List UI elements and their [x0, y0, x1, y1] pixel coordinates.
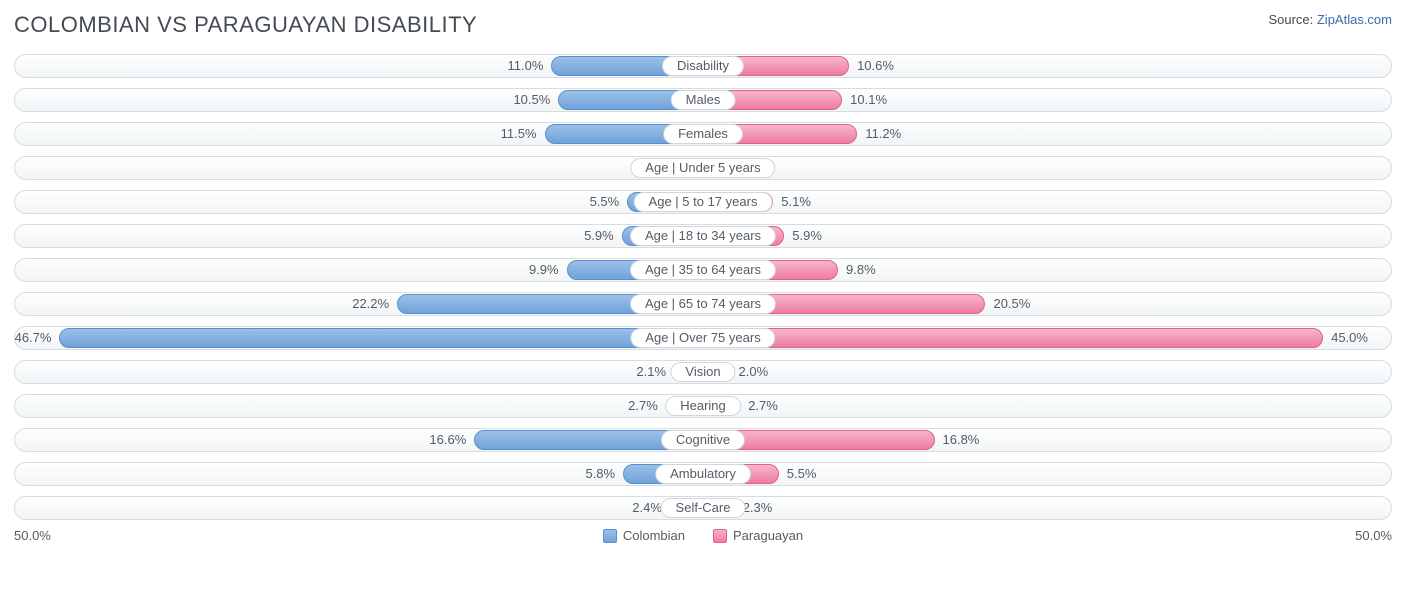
- value-left: 5.9%: [584, 222, 614, 250]
- category-label: Age | 5 to 17 years: [634, 192, 773, 212]
- legend-item-left: Colombian: [603, 528, 685, 543]
- chart-title: COLOMBIAN VS PARAGUAYAN DISABILITY: [14, 12, 477, 38]
- source-attribution: Source: ZipAtlas.com: [1268, 12, 1392, 27]
- value-right: 16.8%: [943, 426, 980, 454]
- axis-max-right: 50.0%: [1355, 528, 1392, 543]
- chart-row: 5.5% 5.1% Age | 5 to 17 years: [14, 188, 1392, 216]
- axis-max-left: 50.0%: [14, 528, 51, 543]
- category-label: Age | 35 to 64 years: [630, 260, 776, 280]
- category-label: Males: [671, 90, 736, 110]
- chart-row: 10.5% 10.1% Males: [14, 86, 1392, 114]
- category-label: Cognitive: [661, 430, 745, 450]
- value-right: 10.1%: [850, 86, 887, 114]
- diverging-bar-chart: 11.0% 10.6% Disability 10.5% 10.1% Males 11.5%…: [14, 52, 1392, 522]
- value-right: 9.8%: [846, 256, 876, 284]
- legend: Colombian Paraguayan: [51, 528, 1355, 543]
- legend-swatch-left: [603, 529, 617, 543]
- bar-left: [59, 328, 703, 348]
- chart-row: 11.0% 10.6% Disability: [14, 52, 1392, 80]
- value-right: 11.2%: [865, 120, 901, 148]
- value-right: 5.9%: [792, 222, 822, 250]
- value-left: 2.4%: [632, 494, 662, 522]
- source-link[interactable]: ZipAtlas.com: [1317, 12, 1392, 27]
- legend-label-left: Colombian: [623, 528, 685, 543]
- value-right: 2.3%: [743, 494, 773, 522]
- chart-row: 16.6% 16.8% Cognitive: [14, 426, 1392, 454]
- value-left: 11.5%: [501, 120, 537, 148]
- value-left: 5.5%: [590, 188, 620, 216]
- value-right: 20.5%: [993, 290, 1030, 318]
- value-right: 45.0%: [1331, 324, 1368, 352]
- value-left: 2.1%: [636, 358, 666, 386]
- category-label: Females: [663, 124, 743, 144]
- value-left: 10.5%: [513, 86, 550, 114]
- category-label: Age | 18 to 34 years: [630, 226, 776, 246]
- category-label: Disability: [662, 56, 744, 76]
- category-label: Age | Under 5 years: [630, 158, 775, 178]
- chart-row: 46.7% 45.0% Age | Over 75 years: [14, 324, 1392, 352]
- value-left: 11.0%: [508, 52, 544, 80]
- bar-right: [703, 328, 1323, 348]
- value-right: 2.7%: [748, 392, 778, 420]
- chart-row: 2.4% 2.3%Self-Care: [14, 494, 1392, 522]
- header: COLOMBIAN VS PARAGUAYAN DISABILITY Sourc…: [14, 12, 1392, 38]
- category-label: Vision: [670, 362, 735, 382]
- category-label: Age | 65 to 74 years: [630, 294, 776, 314]
- category-label: Self-Care: [661, 498, 746, 518]
- category-label: Age | Over 75 years: [630, 328, 775, 348]
- category-label: Hearing: [665, 396, 741, 416]
- source-prefix: Source:: [1268, 12, 1316, 27]
- category-label: Ambulatory: [655, 464, 751, 484]
- chart-container: COLOMBIAN VS PARAGUAYAN DISABILITY Sourc…: [0, 0, 1406, 553]
- chart-row: 2.1% 2.0%Vision: [14, 358, 1392, 386]
- chart-footer: 50.0% Colombian Paraguayan 50.0%: [14, 528, 1392, 543]
- legend-label-right: Paraguayan: [733, 528, 803, 543]
- value-left: 9.9%: [529, 256, 559, 284]
- legend-swatch-right: [713, 529, 727, 543]
- chart-row: 2.7% 2.7% Hearing: [14, 392, 1392, 420]
- value-left: 2.7%: [628, 392, 658, 420]
- value-left: 5.8%: [585, 460, 615, 488]
- value-left: 46.7%: [15, 324, 52, 352]
- value-right: 2.0%: [739, 358, 769, 386]
- value-right: 10.6%: [857, 52, 894, 80]
- chart-row: 5.8% 5.5% Ambulatory: [14, 460, 1392, 488]
- legend-item-right: Paraguayan: [713, 528, 803, 543]
- value-left: 16.6%: [429, 426, 466, 454]
- chart-row: 22.2% 20.5% Age | 65 to 74 years: [14, 290, 1392, 318]
- value-left: 22.2%: [352, 290, 389, 318]
- value-right: 5.5%: [787, 460, 817, 488]
- value-right: 5.1%: [781, 188, 811, 216]
- chart-row: 11.5% 11.2% Females: [14, 120, 1392, 148]
- chart-row: 9.9% 9.8% Age | 35 to 64 years: [14, 256, 1392, 284]
- chart-row: 1.2%2.0%Age | Under 5 years: [14, 154, 1392, 182]
- chart-row: 5.9% 5.9% Age | 18 to 34 years: [14, 222, 1392, 250]
